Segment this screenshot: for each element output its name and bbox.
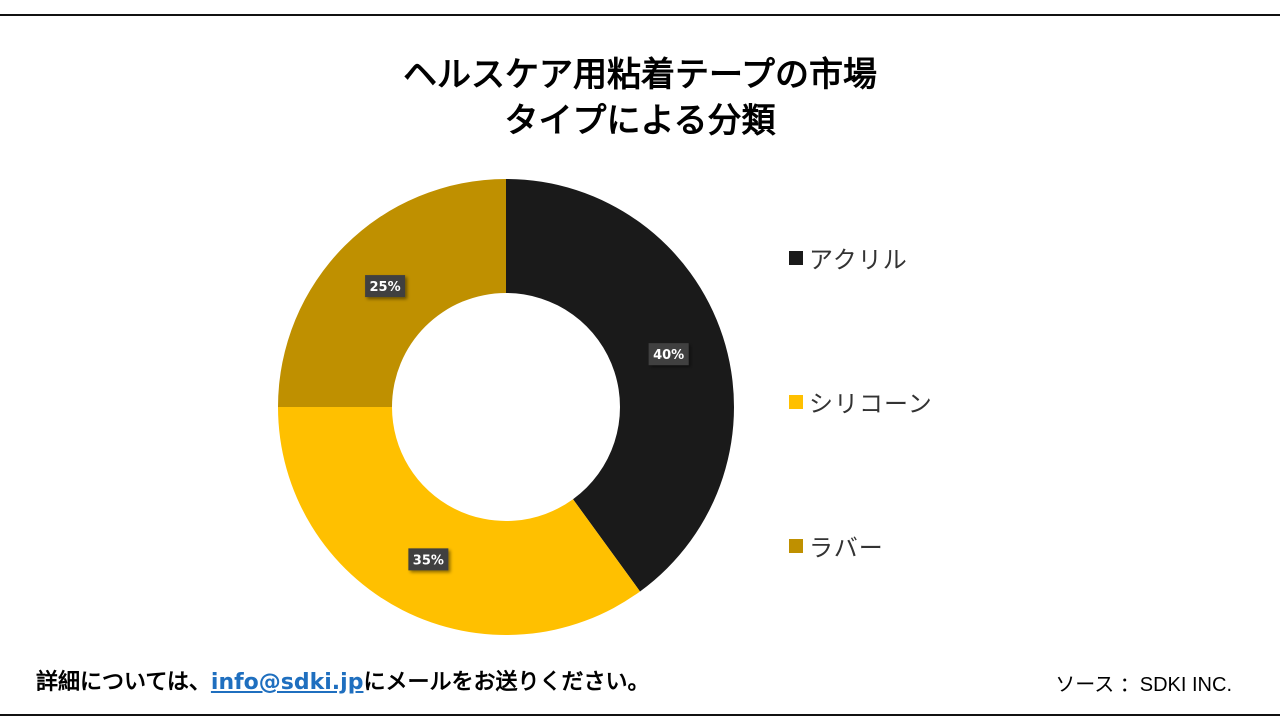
contact-prefix: 詳細については、 [36,670,211,695]
data-label-1: 40% [648,343,689,366]
legend-item-1: アクリル [789,240,908,275]
donut-slice-2 [278,407,641,635]
legend-item-2: シリコーン [789,384,933,419]
legend-swatch [789,394,803,409]
chart-title: ヘルスケア用粘着テープの市場 タイプによる分類 [0,52,1280,144]
email-link[interactable]: info@sdki.jp [210,670,364,695]
data-label-box [365,275,406,298]
legend-label: アクリル [809,246,908,274]
contact-note: 詳細については、info@sdki.jpにメールをお送りください。 [36,664,649,696]
data-label-text: 40% [653,348,684,363]
data-label-text: 25% [370,280,401,295]
data-label-box [408,548,449,571]
chart-title-line2: タイプによる分類 [504,101,776,141]
legend-item-3: ラバー [789,528,884,563]
chart-title-line1: ヘルスケア用粘着テープの市場 [403,55,877,95]
data-label-2: 35% [408,548,449,571]
data-label-text: 35% [413,553,444,568]
top-rule [0,14,1280,16]
legend-label: シリコーン [809,390,933,418]
legend-swatch [789,538,803,553]
legend-label: ラバー [809,534,884,562]
source-credit: ソース ：SDKI INC. [1055,674,1232,696]
legend-swatch [789,250,803,265]
bottom-rule [0,714,1280,716]
data-label-box [648,343,689,366]
data-label-3: 25% [365,275,406,298]
donut-slice-1 [506,179,734,592]
contact-suffix: にメールをお送りください。 [363,670,650,695]
